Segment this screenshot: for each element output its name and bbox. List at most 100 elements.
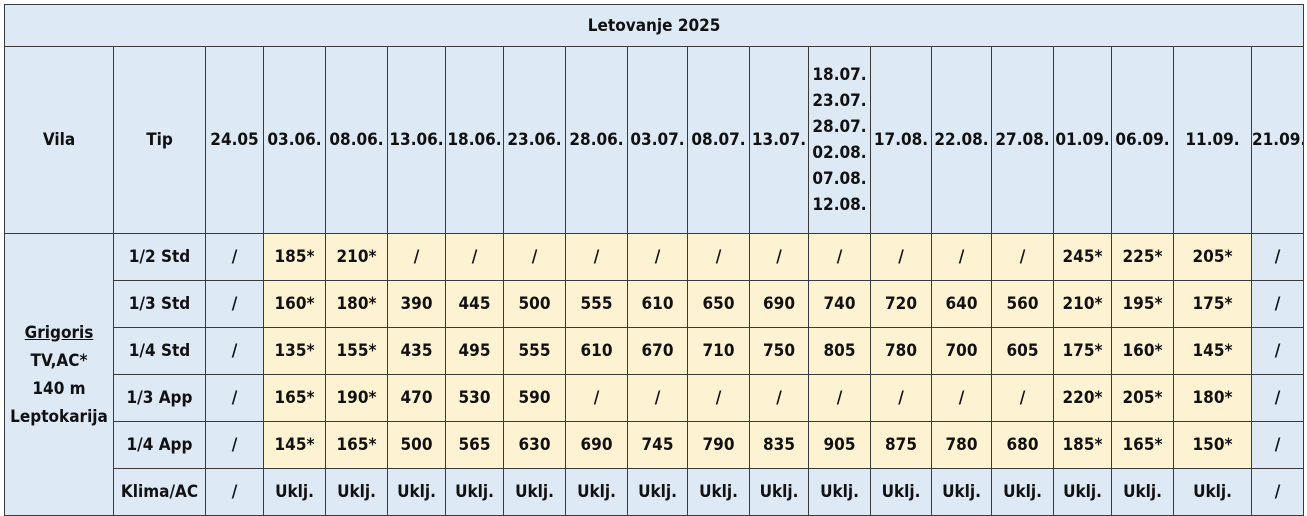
price-cell: 445 <box>445 280 504 328</box>
price-cell: 720 <box>870 280 932 328</box>
price-cell: 555 <box>565 280 628 328</box>
price-table-container: Letovanje 2025 Vila Tip 24.05 03.06. 08.06… <box>3 4 1305 516</box>
date-label: 06.09. <box>1115 130 1170 150</box>
price-cell: Uklj. <box>325 468 388 516</box>
date-label: 11.09. <box>1185 130 1240 150</box>
column-header-date: 08.06. <box>325 46 388 234</box>
price-cell: Uklj. <box>1173 468 1252 516</box>
price-cell: Uklj. <box>1053 468 1112 516</box>
price-cell: Uklj. <box>445 468 504 516</box>
price-cell: 650 <box>687 280 750 328</box>
price-cell: 390 <box>387 280 446 328</box>
price-cell: 690 <box>749 280 809 328</box>
price-cell: 605 <box>991 327 1054 375</box>
price-cell: 740 <box>808 280 871 328</box>
price-cell: / <box>1250 421 1305 469</box>
room-type-cell: 1/4 Std <box>113 327 206 375</box>
price-cell: 160* <box>263 280 326 328</box>
price-cell: Uklj. <box>627 468 688 516</box>
date-label: 08.06. <box>329 130 384 150</box>
column-header-date: 18.06. <box>445 46 504 234</box>
price-cell: / <box>503 233 566 281</box>
price-cell: / <box>749 233 809 281</box>
price-cell: Uklj. <box>991 468 1054 516</box>
table-row: 1/3 Std/160* 180* 390 445 500 555 610 650 690 740… <box>5 280 1305 328</box>
price-cell: Uklj. <box>387 468 446 516</box>
price-cell: 165* <box>1111 421 1174 469</box>
price-cell: / <box>1250 374 1305 422</box>
price-cell: / <box>991 374 1054 422</box>
price-cell: 145* <box>263 421 326 469</box>
vila-cell: Grigoris TV,AC* 140 m Leptokarija <box>4 233 114 516</box>
price-cell: / <box>205 421 264 469</box>
price-cell: 680 <box>991 421 1054 469</box>
price-cell: 225* <box>1111 233 1174 281</box>
vila-distance: 140 m <box>32 378 86 399</box>
date-label: 13.07. <box>751 130 807 150</box>
price-cell: Uklj. <box>1111 468 1174 516</box>
price-cell: 470 <box>387 374 446 422</box>
date-label: 13.06. <box>389 130 444 150</box>
column-header-date: 24.05 <box>205 46 264 234</box>
column-header-date: 03.07. <box>627 46 688 234</box>
table-row: 1/3 App/165* 190* 470 530 590// / / / / //220* 205… <box>5 374 1305 422</box>
price-cell: 205* <box>1111 374 1174 422</box>
room-type-cell: 1/3 Std <box>113 280 206 328</box>
vila-name-link[interactable]: Grigoris <box>24 322 94 343</box>
price-cell: Uklj. <box>687 468 750 516</box>
price-cell: 780 <box>870 327 932 375</box>
vila-location: Leptokarija <box>10 406 108 427</box>
price-cell: 500 <box>387 421 446 469</box>
price-cell: 195* <box>1111 280 1174 328</box>
price-cell: / <box>931 233 992 281</box>
price-cell: 155* <box>325 327 388 375</box>
price-cell: 145* <box>1173 327 1252 375</box>
price-cell: Uklj. <box>565 468 628 516</box>
date-label: 03.07. <box>630 130 685 150</box>
price-cell: 560 <box>991 280 1054 328</box>
price-cell: / <box>627 233 688 281</box>
column-header-date: 13.06. <box>387 46 446 234</box>
price-cell: / <box>205 280 264 328</box>
price-cell: 220* <box>1053 374 1112 422</box>
price-cell: 530 <box>445 374 504 422</box>
price-cell: 210* <box>325 233 388 281</box>
price-cell: 175* <box>1173 280 1252 328</box>
price-table: Letovanje 2025 Vila Tip 24.05 03.06. 08.06… <box>3 4 1305 516</box>
price-cell: 640 <box>931 280 992 328</box>
column-header-date: 27.08. <box>991 46 1054 234</box>
price-cell: Uklj. <box>931 468 992 516</box>
price-cell: 835 <box>749 421 809 469</box>
price-cell: / <box>205 327 264 375</box>
date-label: 02.08. <box>812 143 867 163</box>
date-label: 27.08. <box>995 130 1050 150</box>
price-cell: 590 <box>503 374 566 422</box>
price-cell: / <box>991 233 1054 281</box>
price-cell: / <box>808 374 871 422</box>
price-cell: 135* <box>263 327 326 375</box>
date-label: 03.06. <box>267 130 322 150</box>
table-row: Grigoris TV,AC* 140 m Leptokarija 1/2 Std/18… <box>4 233 1305 516</box>
price-cell: 190* <box>325 374 388 422</box>
price-cell: 805 <box>808 327 871 375</box>
date-label: 08.07. <box>691 130 746 150</box>
date-label: 01.09. <box>1055 130 1110 150</box>
price-cell: 670 <box>627 327 688 375</box>
price-cell: 435 <box>387 327 446 375</box>
date-label: 22.08. <box>934 130 989 150</box>
date-label: 18.06. <box>447 130 502 150</box>
price-cell: 500 <box>503 280 566 328</box>
price-cell: 210* <box>1053 280 1112 328</box>
column-header-date: 22.08. <box>931 46 992 234</box>
price-cell: / <box>749 374 809 422</box>
date-label: 18.07. <box>812 65 867 85</box>
price-cell: 160* <box>1111 327 1174 375</box>
date-label: 12.08. <box>812 195 867 215</box>
price-cell: 245* <box>1053 233 1112 281</box>
room-type-cell: 1/4 App <box>113 421 206 469</box>
date-label: 17.08. <box>873 130 929 150</box>
column-header-date: 28.06. <box>565 46 628 234</box>
column-header-date: 18.07. 23.07. 28.07. 02.08. 07.08. 12.08. <box>808 46 871 234</box>
price-cell: 905 <box>808 421 871 469</box>
price-cell: / <box>387 233 446 281</box>
